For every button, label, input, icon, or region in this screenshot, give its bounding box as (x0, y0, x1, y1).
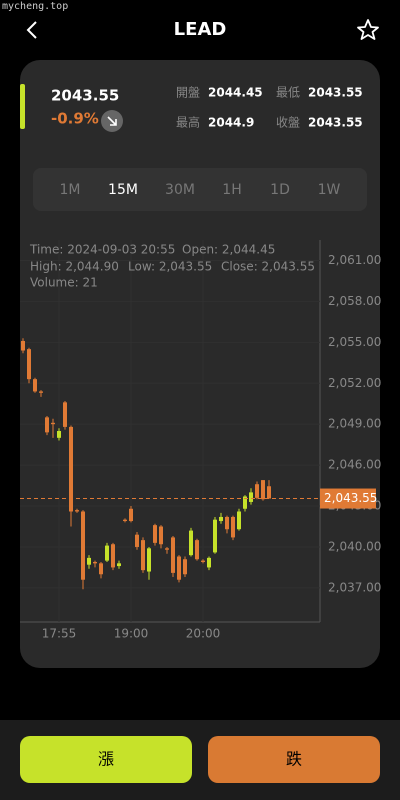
buy-button[interactable] (20, 736, 192, 783)
accent-bar (20, 84, 25, 129)
candle-body (27, 349, 31, 380)
candle-body (267, 486, 271, 499)
interval-tab[interactable]: 1H (222, 182, 241, 198)
candle-body (189, 530, 193, 556)
stat-label: 收盤 (276, 116, 300, 130)
info-text: Volume: 21 (30, 276, 98, 290)
candle-body (159, 526, 163, 545)
candle-body (255, 484, 259, 498)
candle-body (21, 340, 25, 351)
interval-tab[interactable]: 15M (108, 182, 138, 198)
y-tick-label: 2,049.00 (328, 417, 381, 431)
candle-body (63, 402, 67, 427)
candle-body (261, 480, 265, 500)
candle-body (249, 492, 253, 502)
sell-button[interactable] (208, 736, 380, 783)
candle-body (237, 511, 241, 530)
watermark: mycheng.top (2, 1, 68, 12)
stat-value: 2044.9 (208, 116, 254, 130)
candle-body (105, 545, 109, 561)
candle-body (243, 496, 247, 509)
interval-tab[interactable]: 1W (318, 182, 341, 198)
candle-body (201, 560, 205, 562)
x-tick-label: 17:55 (42, 627, 77, 641)
candle-body (213, 519, 217, 553)
stat-value: 2043.55 (308, 86, 363, 100)
sell-label: 跌 (286, 750, 302, 769)
x-tick-label: 20:00 (186, 627, 221, 641)
candle-body (231, 516, 235, 538)
y-tick-label: 2,040.00 (328, 539, 381, 553)
y-tick-label: 2,055.00 (328, 335, 381, 349)
interval-tab[interactable]: 30M (165, 182, 195, 198)
card (20, 60, 380, 668)
candle-body (219, 516, 223, 522)
candle-body (141, 540, 145, 571)
info-text: High: 2,044.90 (30, 260, 119, 274)
favorite-button[interactable] (357, 19, 379, 40)
last-price-label: 2,043.55 (324, 491, 377, 505)
info-text: Low: 2,043.55 (128, 260, 212, 274)
y-tick-label: 2,046.00 (328, 458, 381, 472)
candle-body (51, 422, 55, 425)
price: 2043.55 (51, 87, 119, 105)
candle-body (183, 559, 187, 575)
candle-body (147, 548, 151, 572)
interval-tab[interactable]: 1D (270, 182, 290, 198)
candle-body (135, 534, 139, 547)
candle-body (39, 391, 43, 393)
candle-body (225, 516, 229, 530)
x-tick-label: 19:00 (114, 627, 149, 641)
stat-value: 2043.55 (308, 116, 363, 130)
back-button[interactable] (26, 21, 37, 39)
y-tick-label: 2,052.00 (328, 376, 381, 390)
page-title: LEAD (174, 19, 227, 40)
candle-body (129, 508, 133, 522)
y-tick-label: 2,061.00 (328, 253, 381, 267)
stat-value: 2044.45 (208, 86, 263, 100)
info-text: Open: 2,044.45 (182, 243, 275, 257)
candle-body (81, 511, 85, 580)
interval-bar (33, 168, 367, 211)
candle-body (99, 563, 103, 575)
candle-body (87, 557, 91, 565)
candle-body (117, 563, 121, 567)
candle-body (75, 510, 79, 512)
candle-body (171, 537, 175, 573)
info-text: Close: 2,043.55 (221, 260, 315, 274)
info-text: Time: 2024-09-03 20:55 (29, 243, 175, 257)
candle-body (153, 525, 157, 543)
buy-label: 漲 (98, 750, 114, 769)
candle-body (93, 561, 97, 564)
candle-body (111, 544, 115, 568)
candle-body (195, 540, 199, 560)
candle-body (57, 431, 61, 438)
candle-body (45, 417, 49, 433)
interval-tab[interactable]: 1M (60, 182, 81, 198)
candle-body (33, 379, 37, 392)
candle-body (207, 557, 211, 568)
y-tick-label: 2,037.00 (328, 580, 381, 594)
candle-body (123, 519, 127, 522)
candle-body (177, 556, 181, 580)
trend-arrow (107, 116, 117, 126)
candle-body (165, 548, 169, 550)
stat-label: 最高 (176, 115, 200, 130)
last-price-tag (320, 488, 376, 509)
candle-body (69, 426, 73, 512)
change: -0.9% (51, 110, 99, 128)
stat-label: 開盤 (176, 86, 200, 100)
y-tick-label: 2,058.00 (328, 294, 381, 308)
stat-label: 最低 (276, 86, 300, 100)
